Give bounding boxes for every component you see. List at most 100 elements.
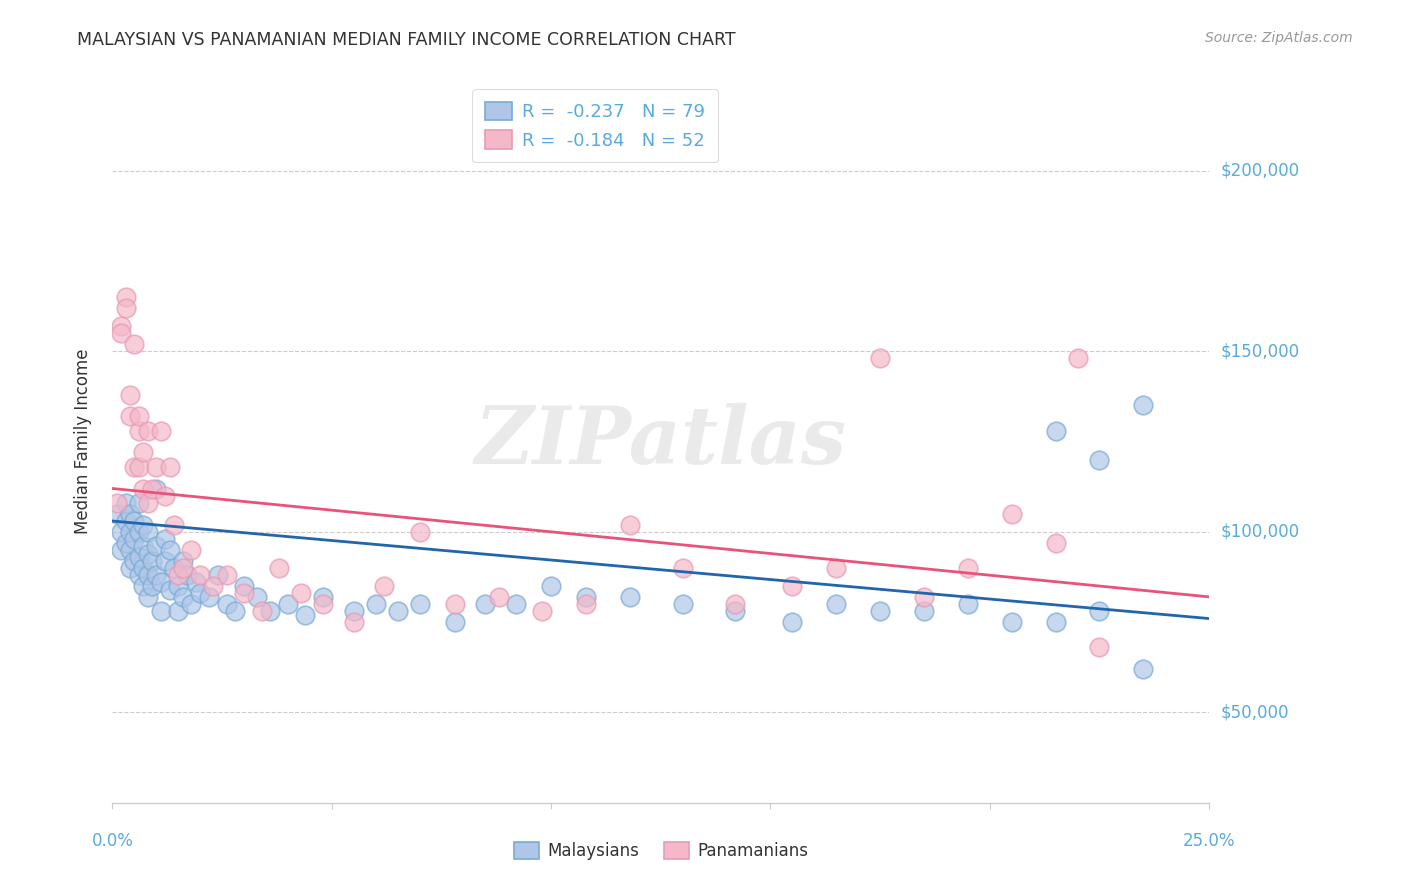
Point (1132, 662, 1154, 676)
Point (443, 615, 465, 630)
Y-axis label: Median Family Income: Median Family Income (73, 349, 91, 534)
Point (825, 597, 848, 611)
Point (110, 524, 132, 539)
Point (159, 582, 181, 597)
Point (188, 568, 211, 582)
Point (619, 517, 641, 532)
Point (619, 590, 641, 604)
Point (114, 496, 136, 510)
Point (184, 575, 207, 590)
Point (132, 579, 155, 593)
Point (312, 590, 335, 604)
Point (825, 561, 848, 575)
Point (724, 597, 747, 611)
Point (167, 568, 190, 582)
Point (408, 597, 430, 611)
Point (180, 542, 202, 557)
Point (488, 590, 510, 604)
Point (145, 539, 167, 553)
Point (1088, 640, 1111, 655)
Point (136, 424, 159, 438)
Point (912, 590, 935, 604)
Point (163, 517, 186, 532)
Point (180, 597, 202, 611)
Point (172, 590, 194, 604)
Point (364, 597, 387, 611)
Point (259, 604, 281, 618)
Point (215, 568, 238, 582)
Point (136, 547, 159, 561)
Text: 0.0%: 0.0% (91, 831, 134, 850)
Point (167, 604, 190, 618)
Point (215, 597, 238, 611)
Point (724, 604, 747, 618)
Point (136, 568, 159, 582)
Text: ZIPatlas: ZIPatlas (475, 403, 846, 480)
Point (124, 459, 146, 474)
Point (290, 586, 312, 600)
Point (1088, 604, 1111, 618)
Text: $100,000: $100,000 (1220, 523, 1299, 541)
Point (167, 579, 190, 593)
Point (540, 579, 562, 593)
Point (110, 542, 132, 557)
Point (128, 568, 150, 582)
Point (188, 586, 211, 600)
Point (128, 524, 150, 539)
Point (145, 568, 167, 582)
Point (1088, 452, 1111, 467)
Point (105, 496, 128, 510)
Point (312, 597, 335, 611)
Point (118, 561, 141, 575)
Point (159, 459, 181, 474)
Point (956, 597, 979, 611)
Point (118, 507, 141, 521)
Point (136, 524, 159, 539)
Point (408, 524, 430, 539)
Point (114, 290, 136, 304)
Point (128, 409, 150, 424)
Text: $200,000: $200,000 (1220, 161, 1299, 179)
Point (145, 482, 167, 496)
Point (672, 597, 695, 611)
Point (176, 568, 198, 582)
Point (172, 561, 194, 575)
Text: Source: ZipAtlas.com: Source: ZipAtlas.com (1205, 31, 1353, 45)
Point (159, 542, 181, 557)
Point (132, 482, 155, 496)
Point (141, 482, 163, 496)
Point (172, 554, 194, 568)
Point (124, 337, 146, 351)
Point (1001, 507, 1024, 521)
Point (250, 604, 273, 618)
Point (118, 524, 141, 539)
Point (277, 597, 299, 611)
Point (110, 318, 132, 333)
Point (202, 579, 225, 593)
Point (149, 424, 172, 438)
Point (149, 575, 172, 590)
Point (145, 459, 167, 474)
Point (443, 597, 465, 611)
Point (114, 535, 136, 549)
Text: $150,000: $150,000 (1220, 343, 1299, 360)
Point (1066, 351, 1088, 366)
Point (124, 532, 146, 546)
Point (128, 550, 150, 565)
Point (110, 326, 132, 340)
Point (869, 604, 891, 618)
Point (269, 561, 291, 575)
Point (672, 561, 695, 575)
Point (912, 604, 935, 618)
Point (118, 409, 141, 424)
Point (149, 604, 172, 618)
Point (153, 554, 176, 568)
Point (124, 554, 146, 568)
Point (128, 496, 150, 510)
Point (128, 459, 150, 474)
Point (387, 604, 409, 618)
Point (1045, 424, 1067, 438)
Text: 25.0%: 25.0% (1182, 831, 1236, 850)
Point (132, 561, 155, 575)
Point (782, 579, 804, 593)
